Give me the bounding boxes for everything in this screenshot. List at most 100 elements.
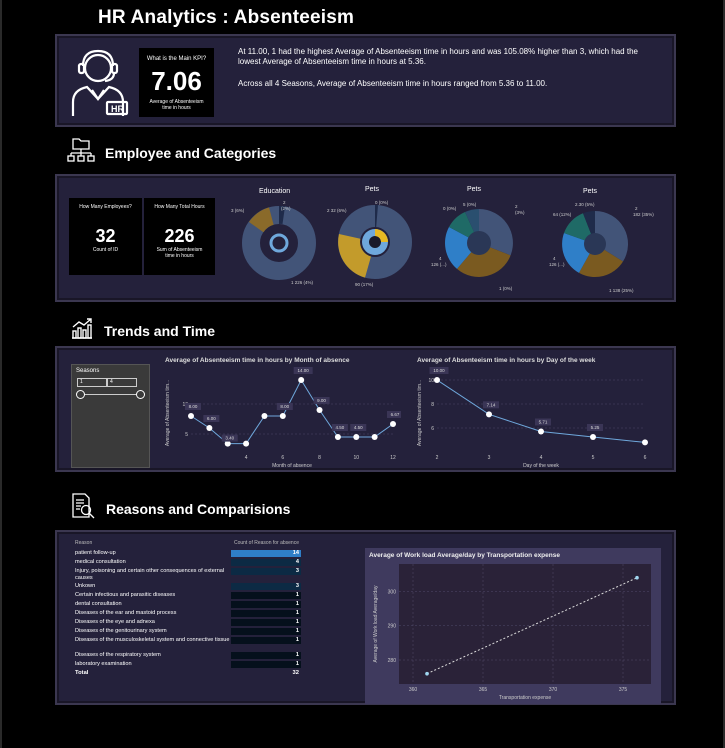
donut-pets-1[interactable]: Pets 0 (0%) 2 32 (6%) 90 (17%) <box>325 186 435 296</box>
column-header-count[interactable]: Count of Reason for absence <box>233 540 299 546</box>
donut-label: 0 (0%) <box>375 200 389 205</box>
kpi-insight-2: Across all 4 Seasons, Average of Absente… <box>238 79 548 88</box>
chart-title: Average of Absenteeism time in hours by … <box>165 357 350 364</box>
count-cell-bg <box>231 661 301 668</box>
donut-label: 2 32 (6%) <box>327 208 347 213</box>
count-cell-bg <box>231 619 301 626</box>
chart-title: Average of Absenteeism time in hours by … <box>417 357 596 364</box>
donut-label: 5 (0%) <box>463 202 477 207</box>
slicer-to-input[interactable]: 4 <box>107 378 137 387</box>
month-line-chart[interactable]: Average of Absenteeism time in hours by … <box>161 354 401 470</box>
reason-cell: Certain infectious and parasitic disease… <box>75 592 176 598</box>
data-label-bg <box>331 424 348 431</box>
table-row[interactable]: patient follow-up 14 <box>73 550 301 558</box>
table-row[interactable]: Diseases of the genitourinary system 1 <box>73 628 301 636</box>
table-row[interactable]: laboratory examination 1 <box>73 661 301 669</box>
data-label-bg <box>483 401 499 409</box>
data-point <box>206 425 213 431</box>
count-cell-bg <box>231 628 301 635</box>
reason-cell: laboratory examination <box>75 661 132 667</box>
reason-cell: patient follow-up <box>75 550 116 556</box>
data-label: 10.00 <box>433 368 445 373</box>
reason-cell: Diseases of the ear and mastoid process <box>75 610 177 616</box>
reason-cell: Injury, poisoning and certain other cons… <box>75 568 225 581</box>
table-row[interactable]: Diseases of the eye and adnexa 1 <box>73 619 301 627</box>
donut-label: 2 <box>635 206 638 211</box>
table-row[interactable]: dental consultation 1 <box>73 601 301 609</box>
data-label-bg <box>293 367 313 374</box>
y-tick-label: 5 <box>185 432 188 438</box>
reason-cell: Unkown <box>75 583 96 589</box>
x-tick-label: 365 <box>479 687 488 693</box>
donut-label: (2%) <box>281 206 291 211</box>
count-cell-bg <box>231 592 301 599</box>
table-row[interactable]: medical consultation 4 <box>73 559 301 567</box>
table-row[interactable]: Diseases of the ear and mastoid process 1 <box>73 610 301 618</box>
total-hours-value: 226 <box>164 226 195 246</box>
data-label: 6.00 <box>207 416 216 421</box>
trends-card: Seasons 1 4 Average of Absenteeism time … <box>55 346 676 472</box>
table-row[interactable]: Injury, poisoning and certain other cons… <box>73 568 301 582</box>
data-label: 4.50 <box>354 425 363 430</box>
donut-education[interactable]: Education 2 (2%) 3 (6%) 1 226 (4%) <box>229 186 339 296</box>
data-point <box>316 407 323 413</box>
data-label-bg <box>350 424 367 431</box>
column-header-reason[interactable]: Reason <box>75 540 93 546</box>
x-tick-label: 5 <box>592 455 595 461</box>
section-trends-header: Trends and Time <box>70 316 215 345</box>
x-tick-label: 360 <box>409 687 418 693</box>
table-total-row: Total 32 <box>73 670 301 678</box>
kpi-value: 7.06 <box>151 66 202 96</box>
table-row[interactable]: Diseases of the respiratory system 1 <box>73 652 301 660</box>
donut-pets-2[interactable]: Pets 5 (0%) 0 (0%) 2 (3%) 4 126 (...) 1 … <box>431 186 541 296</box>
data-point <box>188 413 194 419</box>
y-axis-label: Average of Absenteeism tim... <box>417 380 423 446</box>
donut-pets-3[interactable]: Pets 2.30 (5%) 64 (12%) 2 182 (35%) 4 12… <box>545 186 665 296</box>
x-tick-label: 12 <box>390 455 396 461</box>
data-label: 9.00 <box>317 398 326 403</box>
x-tick-label: 10 <box>353 455 359 461</box>
workload-scatter-chart[interactable]: Average of Work load Average/day by Tran… <box>365 548 661 704</box>
donut-title: Education <box>259 188 291 195</box>
data-label-bg <box>276 403 293 410</box>
x-tick-label: 370 <box>549 687 558 693</box>
table-header: Reason Count of Reason for absence <box>73 540 301 548</box>
total-hours-box: How Many Total Hours 226 Sum of Absentee… <box>144 198 215 275</box>
data-point <box>224 440 231 447</box>
data-point <box>371 434 378 440</box>
slicer-handle-left[interactable] <box>76 390 85 399</box>
svg-text:HR: HR <box>111 104 124 114</box>
table-row[interactable]: Diseases of the musculoskeletal system a… <box>73 637 301 651</box>
scatter-point <box>425 671 429 676</box>
x-tick-label: 6 <box>644 455 647 461</box>
count-cell: 1 <box>295 592 299 598</box>
slicer-handle-right[interactable] <box>136 390 145 399</box>
slicer-from-input[interactable]: 1 <box>77 378 107 387</box>
count-cell: 3 <box>295 568 299 574</box>
table-row[interactable]: Unkown 3 <box>73 583 301 591</box>
donut-label: 4 <box>439 256 442 261</box>
donut-label: 1 138 (25%) <box>609 288 634 293</box>
count-cell-bg <box>231 601 301 608</box>
y-axis-label: Average of Work load Average/day <box>373 585 379 662</box>
y-tick-label: 290 <box>388 624 397 630</box>
reason-cell: Diseases of the eye and adnexa <box>75 619 155 625</box>
data-point <box>590 434 596 440</box>
employee-card: How Many Employees? 32 Count of ID How M… <box>55 174 676 302</box>
seasons-slicer[interactable]: Seasons 1 4 <box>71 364 150 468</box>
count-cell-bg <box>231 583 301 590</box>
trend-chart-icon <box>70 316 94 345</box>
y-tick-label: 8 <box>431 402 434 408</box>
data-label-bg <box>185 403 201 410</box>
table-row[interactable]: Certain infectious and parasitic disease… <box>73 592 301 600</box>
x-axis-label: Day of the week <box>523 463 559 469</box>
folder-tree-icon <box>67 137 95 168</box>
data-label: 5.25 <box>591 425 600 430</box>
data-label: 3.40 <box>225 436 234 441</box>
data-point <box>642 439 648 446</box>
reason-cell: Diseases of the genitourinary system <box>75 628 167 634</box>
weekday-line-chart[interactable]: Average of Absenteeism time in hours by … <box>413 354 653 470</box>
data-point <box>298 377 305 383</box>
data-label: 14.00 <box>298 368 310 373</box>
section-employee-title: Employee and Categories <box>105 144 277 161</box>
